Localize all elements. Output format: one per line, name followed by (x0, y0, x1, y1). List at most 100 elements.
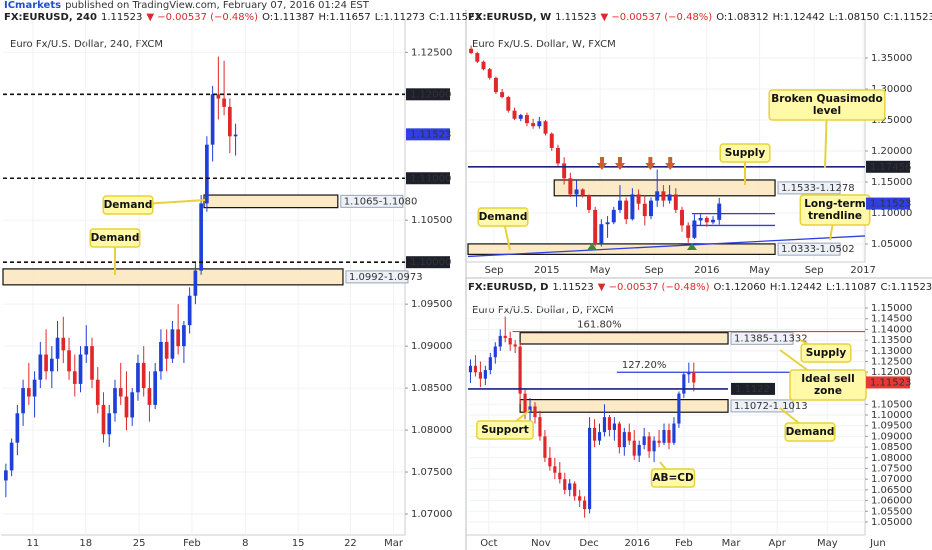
header-low: L:1.08150 (829, 12, 879, 23)
chart-title: Euro Fx/U.S. Dollar, D, FXCM (472, 305, 614, 316)
zone-label-box (777, 181, 841, 195)
candle-body (687, 372, 691, 375)
callout-text: Support (481, 424, 528, 436)
y-tick-label: 1.10000 (871, 208, 912, 219)
x-tick-label: 2017 (850, 265, 875, 276)
level-label-box (406, 256, 450, 269)
arrow-marker (645, 157, 656, 170)
zone-label: 1.1065-1.1080 (344, 196, 418, 207)
candle-body (170, 329, 175, 359)
zone-label: 1.1533-1.1278 (781, 183, 855, 194)
fib-label: 161.80% (577, 320, 622, 331)
y-tick-label: 1.05000 (871, 239, 912, 250)
candle-body (210, 94, 215, 145)
callout-text: Demand (91, 232, 140, 244)
candle-body (531, 123, 536, 127)
header-open: O:1.12060 (714, 282, 766, 293)
y-tick-label: 1.12500 (871, 357, 912, 368)
arrow-marker (614, 157, 625, 170)
x-tick-label: Nov (531, 538, 551, 549)
candle-body (580, 189, 585, 196)
y-tick-label: 1.08500 (411, 383, 452, 394)
candle-body (493, 346, 497, 358)
x-tick-label: 22 (344, 538, 357, 549)
candle-body (642, 203, 647, 217)
y-tick-label: 1.09000 (411, 341, 452, 352)
zone-label: 1.1072-1.1013 (734, 401, 808, 412)
callout-box (477, 207, 529, 227)
header-low: L:1.11273 (375, 12, 425, 23)
candle-body (518, 115, 523, 119)
callout-text: AB=CD (652, 472, 694, 484)
level-label-box (731, 382, 776, 395)
y-tick-label: 1.09000 (871, 431, 912, 442)
candle-body (538, 417, 542, 437)
last-price-label: 1.11523 (410, 129, 451, 140)
y-tick-label: 1.06500 (871, 485, 912, 496)
candle-body (636, 194, 641, 204)
symbol-header: FX:EURUSD, D 1.11523 ▼ −0.00537 (−0.48%) O:… (468, 282, 932, 293)
candle-body (78, 354, 83, 384)
header-open: O:1.08312 (716, 12, 768, 23)
callout-text: Supply (806, 347, 847, 359)
header-symbol: FX:EURUSD, W (468, 12, 551, 23)
y-tick-label: 1.08000 (871, 453, 912, 464)
callout-text: trendline (808, 210, 862, 222)
candle-body (182, 325, 186, 347)
y-tick-label: 1.10000 (871, 410, 912, 421)
candle-body (130, 392, 135, 418)
candle-body (549, 133, 554, 148)
header-high: H:1.12442 (770, 282, 822, 293)
x-tick-label: May (817, 538, 838, 549)
candle-body (164, 341, 169, 359)
callout-box (89, 228, 141, 248)
x-tick-label: Feb (183, 538, 201, 549)
level-label: 1.17456 (870, 162, 911, 173)
level-label: 1.10000 (410, 257, 451, 268)
candle-body (488, 357, 492, 371)
zone (2, 268, 344, 286)
candle-body (523, 393, 527, 413)
y-tick-label: 1.07500 (871, 463, 912, 474)
candle-body (216, 94, 221, 99)
y-tick-label: 1.10500 (871, 399, 912, 410)
zone (203, 194, 339, 209)
chart-title: Euro Fx/U.S. Dollar, W, FXCM (472, 39, 616, 50)
level-label: 1.1122 (735, 384, 770, 395)
candle-body (205, 144, 209, 204)
x-tick-label: Dec (579, 538, 598, 549)
candle-body (141, 362, 146, 389)
x-tick-label: May (749, 265, 770, 276)
level-label-box (866, 160, 910, 173)
candle-body (537, 121, 542, 127)
y-tick-label: 1.07000 (411, 509, 452, 520)
candle-body (159, 341, 163, 372)
header-close: C:1.11523 (883, 12, 932, 23)
candle-body (573, 483, 577, 497)
x-tick-label: 25 (133, 538, 146, 549)
candle-body (512, 110, 517, 119)
zone-label-box (730, 331, 794, 345)
y-tick-label: 1.09500 (871, 421, 912, 432)
callout-box (768, 89, 886, 121)
y-tick-label: 1.05500 (871, 506, 912, 517)
candle-body (704, 217, 709, 223)
candle-body (587, 427, 592, 510)
fib-label: 127.20% (622, 360, 667, 371)
candle-body (228, 106, 232, 137)
header-symbol: FX:EURUSD, 240 (4, 12, 97, 23)
candle-body (667, 429, 671, 443)
callout-text: Demand (479, 211, 528, 223)
candle-body (597, 432, 602, 441)
chart-title: Euro Fx/U.S. Dollar, 240, FXCM (10, 39, 163, 50)
candle-body (627, 432, 631, 441)
candle-body (90, 346, 94, 380)
candle-body (568, 178, 573, 195)
callout-text: Demand (104, 199, 153, 211)
candle-body (518, 346, 522, 394)
header-close: C:1.11523 (429, 12, 481, 23)
candle-body (652, 440, 656, 452)
symbol-header: FX:EURUSD, W 1.11523 ▼ −0.00537 (−0.48%) O:… (468, 12, 932, 23)
published: published on TradingView.com, February 0… (65, 0, 370, 11)
x-tick-label: 2016 (694, 265, 719, 276)
